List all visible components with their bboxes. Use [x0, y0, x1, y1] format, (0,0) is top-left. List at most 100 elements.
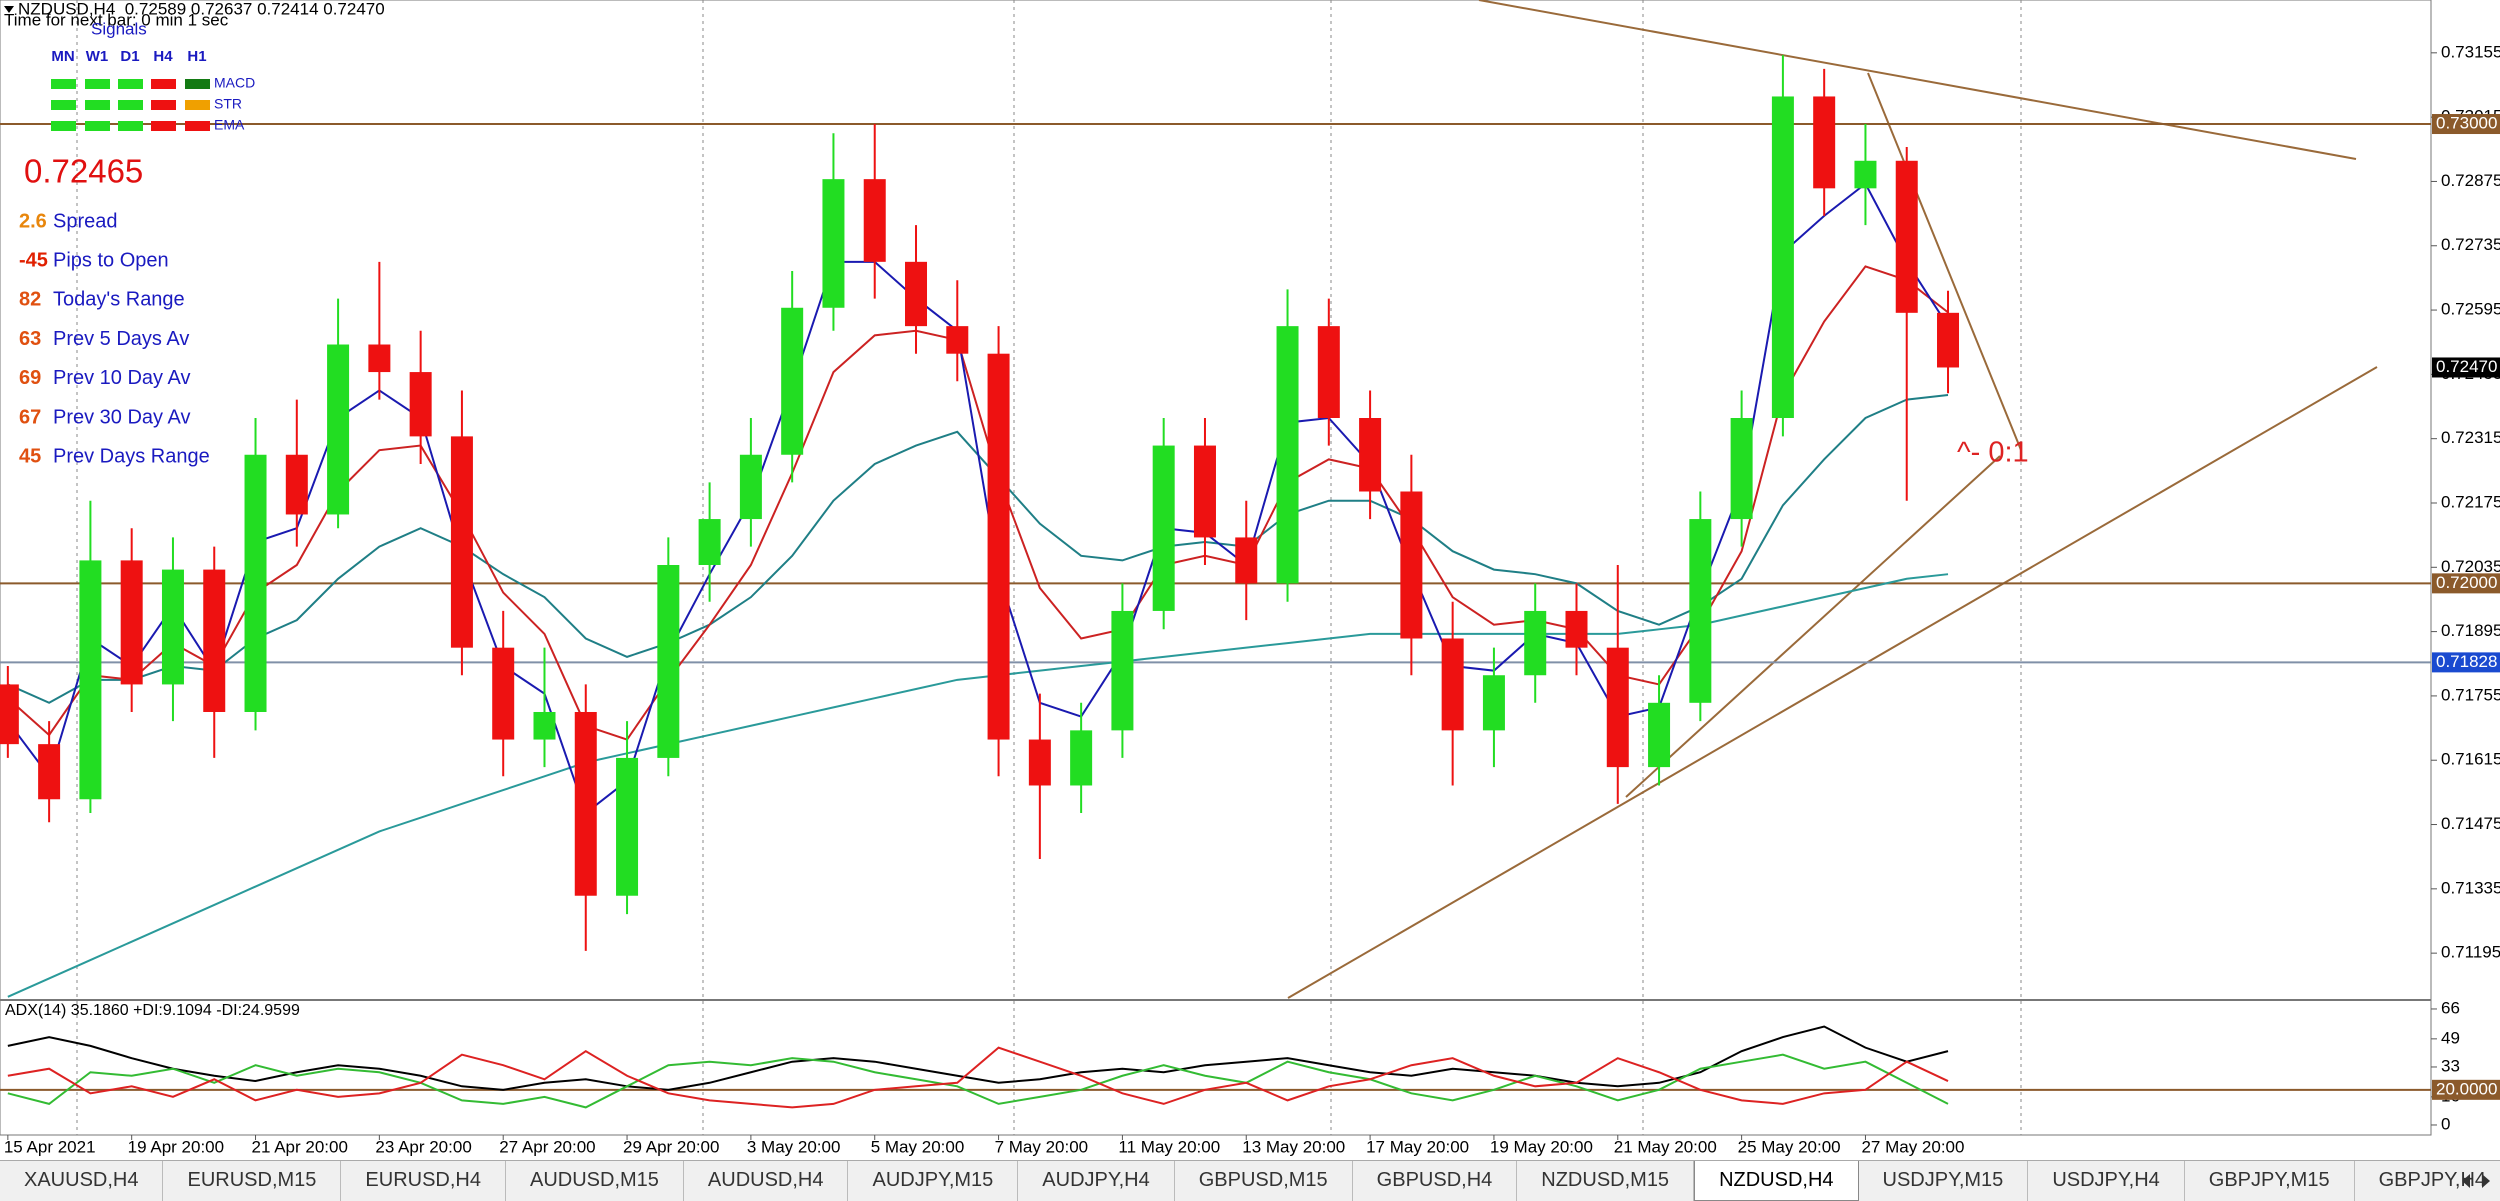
signal-cell	[85, 100, 110, 110]
signal-column: D1	[120, 48, 139, 65]
separators	[76, 0, 2022, 1135]
chart-header: NZDUSD,H4 0.72589 0.72637 0.72414 0.7247…	[18, 0, 385, 18]
candle-body	[285, 454, 308, 515]
bar-timer: Time for next bar: 0 min 1 sec	[4, 10, 229, 29]
x-tick-label: 11 May 20:00	[1118, 1137, 1220, 1156]
symbol-tab[interactable]: GBPUSD,H4	[1353, 1161, 1518, 1201]
candle-body	[987, 353, 1010, 740]
candle-body	[657, 564, 680, 758]
tab-scroll[interactable]	[2458, 1166, 2498, 1196]
stat-label: Pips to Open	[53, 249, 169, 271]
stat-value: 69	[19, 367, 41, 389]
symbol-tab[interactable]: GBPJPY,M15	[2185, 1161, 2355, 1201]
symbol-tab[interactable]: GBPJPY,H4	[2355, 1161, 2500, 1201]
signal-column: H1	[187, 48, 206, 65]
price-display: 0.72465	[24, 153, 143, 190]
candle-body	[1895, 160, 1918, 313]
y-tick-label: 49	[2441, 1028, 2460, 1047]
x-tick-label: 3 May 20:00	[747, 1137, 841, 1156]
symbol-tab[interactable]: GBPUSD,M15	[1175, 1161, 1353, 1201]
candle-body	[0, 684, 19, 745]
symbol-tab[interactable]: NZDUSD,M15	[1517, 1161, 1695, 1201]
y-tick-label: 33	[2441, 1056, 2460, 1075]
signal-label: EMA	[214, 117, 245, 133]
symbol-tab[interactable]: AUDUSD,M15	[506, 1161, 684, 1201]
candle-body	[161, 569, 184, 685]
y-tick-label: 0.71895	[2441, 621, 2500, 640]
symbol-tab[interactable]: EURUSD,M15	[163, 1161, 342, 1201]
stat-label: Prev 10 Day Av	[53, 367, 190, 389]
symbol-tab[interactable]: USDJPY,M15	[1859, 1161, 2029, 1201]
y-tick-label: 0.71475	[2441, 814, 2500, 833]
indicator-line	[7, 1046, 1949, 1109]
candle-body	[1813, 96, 1836, 189]
candle-body	[1689, 519, 1712, 703]
signal-cell	[51, 121, 76, 131]
candle-body	[1771, 96, 1794, 419]
signal-cell	[151, 79, 176, 89]
trend-line	[1867, 72, 2022, 451]
level-box	[2432, 1079, 2500, 1100]
candle-body	[533, 711, 556, 740]
symbol-tab[interactable]: AUDJPY,M15	[848, 1161, 1019, 1201]
candle-body	[1524, 610, 1547, 676]
candle-body	[1730, 418, 1753, 520]
symbol-tab[interactable]: EURUSD,H4	[341, 1161, 506, 1201]
level-box	[2432, 357, 2500, 378]
x-tick-label: 7 May 20:00	[995, 1137, 1089, 1156]
y-tick-label: 0.72595	[2441, 300, 2500, 319]
signals-grid: MN W1 D1 H4 H1 MACD STR EMA	[51, 48, 255, 133]
x-tick-label: 27 May 20:00	[1861, 1137, 1964, 1156]
candle-body	[1854, 160, 1877, 189]
candle-body	[1193, 445, 1216, 538]
candle-body	[1028, 739, 1051, 786]
candle-body	[863, 179, 886, 262]
signal-cell	[118, 79, 143, 89]
signal-column: H4	[153, 48, 173, 65]
candle-body	[1317, 326, 1340, 419]
y-tick-label: 0.72315	[2441, 428, 2500, 447]
annotation: ^- 0:1	[1957, 437, 2029, 469]
x-tick-label: 23 Apr 20:00	[375, 1137, 471, 1156]
candle-body	[368, 344, 391, 373]
y-tick-label: 0.71615	[2441, 750, 2500, 769]
y-tick-label: 0.72175	[2441, 492, 2500, 511]
stat-label: Spread	[53, 210, 118, 232]
candle-body	[1482, 675, 1505, 731]
signal-label: MACD	[214, 75, 255, 91]
symbol-tab[interactable]: NZDUSD,H4	[1694, 1161, 1859, 1201]
stat-label: Prev 5 Days Av	[53, 328, 189, 350]
x-tick-label: 15 Apr 2021	[4, 1137, 96, 1156]
stat-label: Prev Days Range	[53, 445, 210, 467]
stat-value: -45	[19, 249, 48, 271]
symbol-tab[interactable]: USDJPY,H4	[2028, 1161, 2185, 1201]
scroll-left[interactable]	[2462, 1174, 2470, 1188]
moving-average	[7, 573, 1949, 998]
symbol-tab[interactable]: XAUUSD,H4	[0, 1161, 164, 1201]
stat-value: 63	[19, 328, 41, 350]
candle-body	[38, 744, 61, 800]
stat-label: Prev 30 Day Av	[53, 406, 190, 428]
scroll-right[interactable]	[2482, 1174, 2490, 1188]
candle-body	[203, 569, 226, 712]
candle-body	[1235, 537, 1258, 584]
x-tick-label: 17 May 20:00	[1366, 1137, 1469, 1156]
signal-cell	[85, 79, 110, 89]
candle-body	[79, 560, 102, 800]
candle-body	[616, 757, 639, 896]
signal-cell	[51, 79, 76, 89]
signal-cell	[118, 121, 143, 131]
y-tick-label: 0.72875	[2441, 171, 2500, 190]
y-tick-label: 0.72735	[2441, 235, 2500, 254]
x-tick-label: 19 Apr 20:00	[128, 1137, 224, 1156]
symbol-tab[interactable]: AUDUSD,H4	[684, 1161, 849, 1201]
symbol-tab[interactable]: AUDJPY,H4	[1018, 1161, 1175, 1201]
candle-body	[1070, 730, 1093, 786]
stats: 2.6 Spread-45 Pips to Open 82 Today's Range 6…	[19, 210, 210, 467]
indicator-line	[7, 1053, 1949, 1109]
x-tick-label: 29 Apr 20:00	[623, 1137, 719, 1156]
plot-frame	[0, 0, 2432, 1136]
level-label: 0.72000	[2436, 573, 2497, 592]
